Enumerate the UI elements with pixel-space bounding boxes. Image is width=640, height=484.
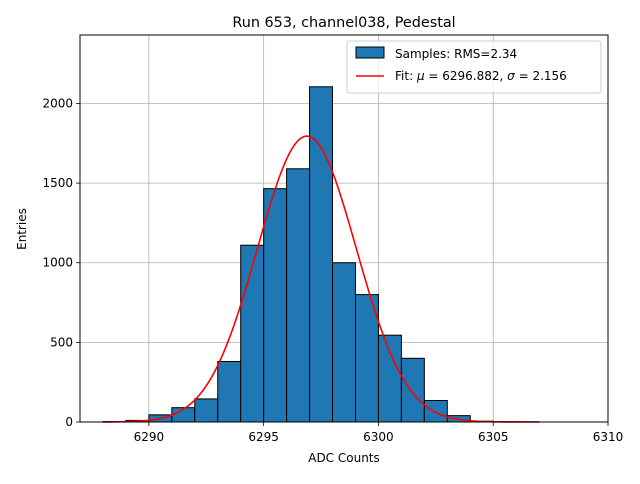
histogram-bar — [287, 169, 310, 422]
histogram-bar — [378, 335, 401, 422]
histogram-bar — [424, 401, 447, 423]
histogram-bar — [333, 263, 356, 422]
x-tick-label: 6305 — [478, 430, 509, 444]
x-axis-ticks: 6290 6295 6300 6305 6310 — [134, 422, 624, 444]
histogram-bar — [264, 189, 287, 422]
histogram-bar — [401, 358, 424, 422]
y-tick-label: 2000 — [42, 96, 73, 110]
y-tick-label: 0 — [65, 415, 73, 429]
y-tick-label: 1000 — [42, 256, 73, 270]
histogram-bar — [218, 361, 241, 422]
chart-title: Run 653, channel038, Pedestal — [232, 15, 455, 31]
legend-histogram-swatch — [356, 47, 384, 58]
y-axis-label: Entries — [15, 208, 29, 250]
y-axis-ticks: 0 500 1000 1500 2000 — [42, 96, 80, 429]
histogram-bars — [103, 87, 539, 422]
x-tick-label: 6310 — [593, 430, 624, 444]
y-tick-label: 500 — [50, 335, 73, 349]
x-tick-label: 6300 — [363, 430, 394, 444]
legend: Samples: RMS=2.34 Fit: μ = 6296.882, σ =… — [347, 41, 601, 93]
histogram-bar — [310, 87, 333, 422]
legend-fit-label: Fit: μ = 6296.882, σ = 2.156 — [395, 69, 567, 83]
legend-histogram-label: Samples: RMS=2.34 — [395, 47, 517, 61]
histogram-bar — [195, 399, 218, 422]
x-tick-label: 6295 — [248, 430, 279, 444]
y-tick-label: 1500 — [42, 176, 73, 190]
x-axis-label: ADC Counts — [308, 451, 380, 465]
histogram-bar — [241, 245, 264, 422]
x-tick-label: 6290 — [134, 430, 165, 444]
